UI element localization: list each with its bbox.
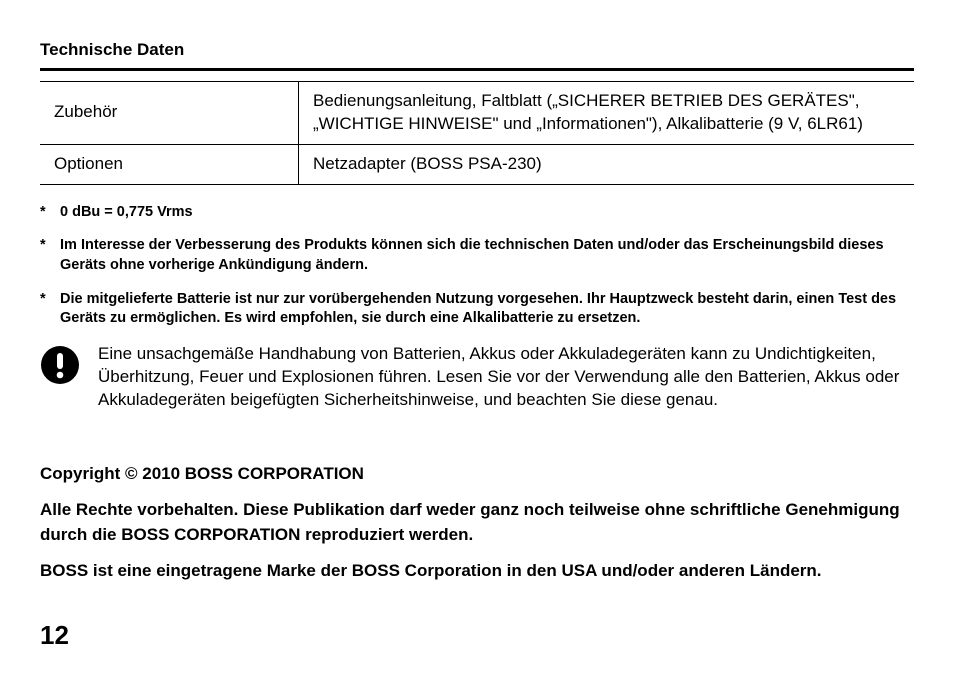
section-title: Technische Daten — [40, 40, 914, 60]
footnote-text: Die mitgelieferte Batterie ist nur zur v… — [60, 290, 914, 329]
footnote-asterisk: * — [40, 290, 60, 329]
footnotes: * 0 dBu = 0,775 Vrms * Im Interesse der … — [40, 203, 914, 329]
footnote-text: Im Interesse der Verbesserung des Produk… — [60, 236, 914, 275]
spec-value: Bedienungsanleitung, Faltblatt („SICHERE… — [299, 82, 915, 145]
warning-block: Eine unsachgemäße Handhabung von Batteri… — [40, 343, 914, 412]
copyright-block: Copyright © 2010 BOSS CORPORATION Alle R… — [40, 461, 914, 583]
section-divider — [40, 68, 914, 71]
footnote-text: 0 dBu = 0,775 Vrms — [60, 203, 914, 223]
footnote: * 0 dBu = 0,775 Vrms — [40, 203, 914, 223]
copyright-line: Alle Rechte vorbehalten. Diese Publikati… — [40, 497, 914, 548]
footnote-asterisk: * — [40, 203, 60, 223]
footnote: * Die mitgelieferte Batterie ist nur zur… — [40, 290, 914, 329]
spec-key: Optionen — [40, 144, 299, 184]
spec-table: Zubehör Bedienungsanleitung, Faltblatt (… — [40, 81, 914, 185]
exclamation-icon — [40, 345, 80, 385]
copyright-line: BOSS ist eine eingetragene Marke der BOS… — [40, 558, 914, 584]
spec-value: Netzadapter (BOSS PSA-230) — [299, 144, 915, 184]
copyright-line: Copyright © 2010 BOSS CORPORATION — [40, 461, 914, 487]
manual-page: Technische Daten Zubehör Bedienungsanlei… — [0, 0, 954, 679]
footnote: * Im Interesse der Verbesserung des Prod… — [40, 236, 914, 275]
table-row: Optionen Netzadapter (BOSS PSA-230) — [40, 144, 914, 184]
table-row: Zubehör Bedienungsanleitung, Faltblatt (… — [40, 82, 914, 145]
warning-text: Eine unsachgemäße Handhabung von Batteri… — [98, 343, 914, 412]
page-number: 12 — [40, 620, 69, 651]
footnote-asterisk: * — [40, 236, 60, 275]
spec-key: Zubehör — [40, 82, 299, 145]
